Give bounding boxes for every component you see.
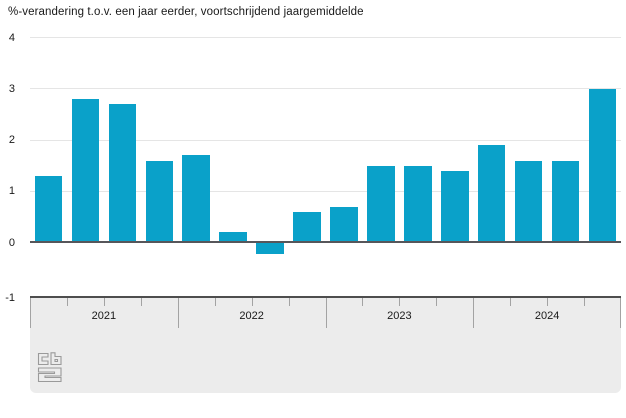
y-axis-tick-label: 1 <box>8 185 15 198</box>
bar-2021-q2[interactable] <box>71 99 100 243</box>
x-axis-year-label: 2024 <box>534 310 560 322</box>
axis-tick <box>66 298 68 306</box>
bar-2021-q1[interactable] <box>34 175 63 243</box>
axis-tick <box>399 298 401 306</box>
bar-2021-q3[interactable] <box>108 104 137 243</box>
bar-2021-q4[interactable] <box>145 160 174 243</box>
bar-2023-q1[interactable] <box>330 206 358 243</box>
x-axis-year-label: 2021 <box>91 310 117 322</box>
bar-2023-q4[interactable] <box>441 170 469 243</box>
gridline <box>30 139 621 141</box>
bar-2022-q1[interactable] <box>182 155 210 243</box>
cbs-logo-icon <box>37 352 63 390</box>
y-axis-tick-label: 0 <box>8 236 15 249</box>
gridline <box>30 190 621 192</box>
axis-tick <box>251 298 253 306</box>
bar-2024-q3[interactable] <box>551 160 580 243</box>
y-axis-tick-label: 3 <box>8 82 15 95</box>
x-axis-year-label: 2023 <box>387 310 412 322</box>
gridline <box>30 88 621 90</box>
axis-tick <box>214 298 216 306</box>
axis-tick <box>547 298 549 306</box>
axis-tick <box>620 298 621 328</box>
axis-tick <box>140 298 142 306</box>
axis-tick <box>436 298 438 306</box>
x-axis-panel: 2021 2022 2023 2024 <box>30 296 621 393</box>
chart-title: %-verandering t.o.v. een jaar eerder, vo… <box>8 6 364 18</box>
x-axis-year-label: 2022 <box>239 310 264 322</box>
bar-2022-q2[interactable] <box>219 232 247 243</box>
bar-2022-q3[interactable] <box>256 242 284 254</box>
bar-2024-q2[interactable] <box>514 160 543 243</box>
bar-2024-q4[interactable] <box>588 88 617 243</box>
bar-2023-q2[interactable] <box>367 165 395 243</box>
axis-tick <box>473 298 475 328</box>
zero-axis-line <box>30 241 621 243</box>
axis-tick <box>30 298 31 328</box>
axis-tick <box>103 298 105 306</box>
axis-tick <box>288 298 290 306</box>
axis-tick <box>510 298 512 306</box>
bar-2024-q1[interactable] <box>477 145 506 243</box>
axis-tick <box>177 298 179 328</box>
y-axis-tick-label: 2 <box>8 134 15 146</box>
axis-tick <box>362 298 364 306</box>
axis-tick <box>325 298 327 328</box>
bar-2022-q4[interactable] <box>293 211 321 243</box>
axis-tick <box>584 298 586 306</box>
y-axis-tick-label: 4 <box>8 31 15 44</box>
y-axis-tick-label: -1 <box>5 291 15 304</box>
bar-2023-q3[interactable] <box>404 165 432 243</box>
gridline <box>30 37 621 38</box>
